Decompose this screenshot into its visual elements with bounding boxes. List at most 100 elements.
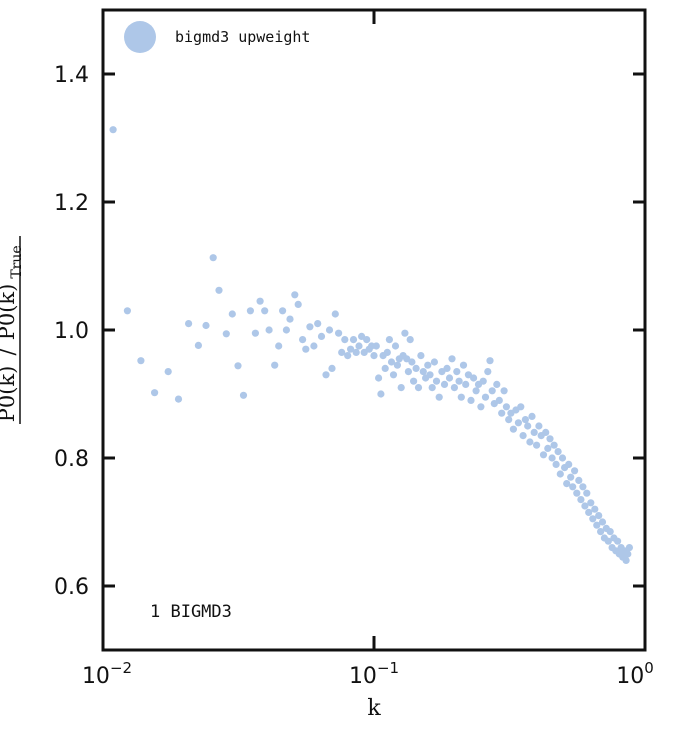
data-point (389, 371, 398, 379)
data-point (428, 384, 436, 392)
data-point (493, 380, 501, 388)
data-point (314, 320, 322, 328)
data-point (322, 371, 330, 379)
data-point (462, 380, 470, 388)
data-point (265, 326, 273, 334)
data-point (624, 550, 632, 558)
data-point (488, 387, 496, 395)
y-tick-label: 1.4 (54, 63, 89, 88)
data-point (625, 544, 634, 552)
data-point (486, 357, 494, 365)
data-point (567, 473, 575, 481)
data-point (375, 374, 383, 382)
data-point (335, 329, 343, 337)
data-point (521, 416, 530, 424)
data-point (556, 470, 564, 478)
data-point (544, 444, 552, 452)
data-point (352, 348, 360, 356)
data-point (477, 403, 485, 411)
data-point (299, 336, 307, 344)
data-point (282, 326, 290, 334)
data-point (524, 422, 532, 430)
data-point (410, 377, 418, 385)
data-point (317, 332, 326, 340)
data-point (341, 336, 349, 344)
data-point (587, 499, 595, 507)
data-point (459, 361, 468, 369)
data-point (585, 508, 593, 516)
data-point (435, 393, 443, 401)
data-point (552, 460, 560, 468)
data-point (372, 342, 380, 350)
data-point (419, 368, 427, 376)
data-point (539, 451, 548, 459)
data-point (424, 361, 432, 369)
data-point (387, 358, 396, 366)
data-point (509, 425, 517, 433)
data-point (583, 489, 591, 497)
data-point (302, 345, 310, 353)
data-point (426, 371, 434, 379)
x-tick-label: 10−1 (349, 659, 399, 689)
data-point (123, 307, 131, 315)
data-point (526, 438, 534, 446)
data-point (448, 355, 456, 363)
data-point (432, 377, 441, 385)
legend-label: bigmd3 upweight (175, 28, 310, 46)
data-point (505, 416, 513, 424)
data-point (222, 330, 230, 338)
data-point (291, 291, 299, 299)
data-point (381, 364, 389, 372)
data-point (383, 348, 391, 356)
data-point (215, 286, 223, 294)
y-axis-label: P0(k) / P0(k) True (0, 236, 25, 424)
y-tick-label: 1.0 (54, 319, 89, 344)
plot-frame (101, 8, 647, 652)
data-point (575, 476, 583, 484)
data-point (533, 441, 541, 449)
data-point (408, 358, 416, 366)
data-point (591, 505, 599, 513)
data-point (328, 364, 336, 372)
plot-annotation: 1 BIGMD3 (150, 602, 232, 622)
data-point (228, 310, 236, 318)
data-point (338, 348, 346, 356)
data-point (457, 393, 465, 401)
y-label-denominator: P0(k) (0, 284, 19, 341)
data-points (109, 126, 634, 565)
data-point (554, 448, 562, 456)
data-point (450, 384, 458, 392)
data-point (502, 403, 510, 411)
data-point (495, 396, 503, 404)
svg-text:/: / (0, 348, 19, 356)
data-point (246, 307, 254, 315)
data-point (622, 556, 630, 565)
data-point (174, 395, 183, 403)
data-point (598, 518, 607, 526)
data-point (412, 364, 420, 372)
data-point (581, 502, 589, 510)
data-point (370, 352, 378, 360)
data-point (393, 361, 401, 369)
data-point (604, 537, 612, 545)
data-point (406, 336, 414, 344)
data-point (239, 391, 248, 399)
y-tick-label: 0.8 (54, 447, 89, 472)
data-point (209, 254, 217, 262)
data-point (331, 310, 339, 318)
data-point (306, 323, 314, 331)
data-point (443, 364, 451, 372)
data-point (325, 326, 334, 334)
data-point (377, 390, 385, 398)
data-point (597, 528, 605, 536)
data-point (589, 515, 597, 523)
data-point (470, 374, 478, 382)
data-point (344, 352, 352, 360)
data-point (579, 483, 587, 491)
data-point (606, 528, 614, 536)
data-point (595, 511, 603, 520)
y-label-subscript: True (9, 245, 25, 278)
data-point (310, 342, 318, 350)
data-point (349, 336, 358, 344)
